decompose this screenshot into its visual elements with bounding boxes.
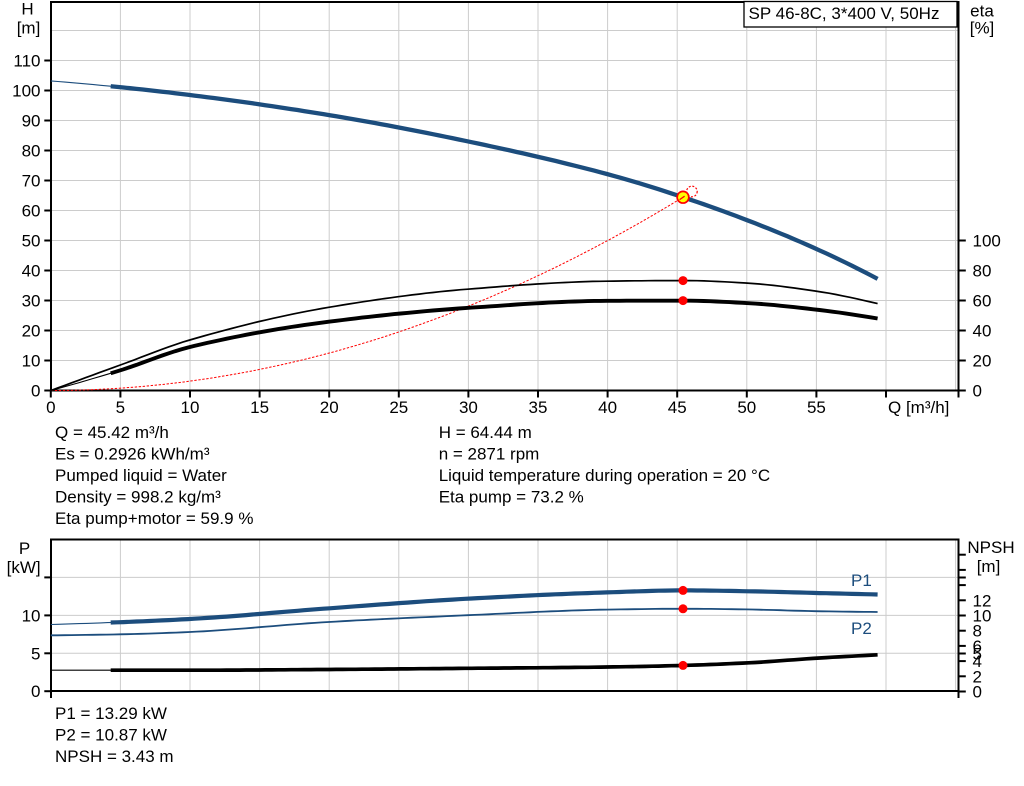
svg-text:5: 5 — [31, 644, 40, 663]
svg-text:4: 4 — [973, 652, 982, 671]
svg-text:25: 25 — [389, 398, 408, 417]
svg-text:0: 0 — [973, 382, 982, 401]
svg-text:55: 55 — [807, 398, 826, 417]
svg-text:0: 0 — [31, 382, 40, 401]
svg-text:Es = 0.2926 kWh/m³: Es = 0.2926 kWh/m³ — [55, 445, 210, 464]
svg-text:100: 100 — [12, 82, 40, 101]
svg-text:40: 40 — [22, 262, 41, 281]
svg-text:H: H — [21, 0, 33, 19]
svg-text:30: 30 — [459, 398, 478, 417]
svg-text:90: 90 — [22, 112, 41, 131]
svg-text:50: 50 — [22, 232, 41, 251]
svg-text:Q [m³/h]: Q [m³/h] — [888, 398, 949, 417]
svg-text:[%]: [%] — [970, 19, 995, 38]
svg-text:H = 64.44 m: H = 64.44 m — [439, 423, 532, 442]
svg-text:[m]: [m] — [977, 557, 1001, 576]
svg-text:Eta pump = 73.2 %: Eta pump = 73.2 % — [439, 488, 584, 507]
svg-text:Eta pump+motor = 59.9 %: Eta pump+motor = 59.9 % — [55, 509, 253, 528]
svg-text:40: 40 — [973, 322, 992, 341]
svg-text:P: P — [19, 539, 30, 558]
svg-text:80: 80 — [22, 142, 41, 161]
svg-text:NPSH = 3.43 m: NPSH = 3.43 m — [55, 747, 174, 766]
svg-text:40: 40 — [598, 398, 617, 417]
svg-text:n = 2871 rpm: n = 2871 rpm — [439, 445, 540, 464]
svg-text:10: 10 — [973, 607, 992, 626]
svg-text:60: 60 — [973, 292, 992, 311]
svg-text:110: 110 — [13, 52, 40, 71]
svg-text:6: 6 — [973, 637, 982, 656]
svg-text:Density = 998.2 kg/m³: Density = 998.2 kg/m³ — [55, 488, 221, 507]
svg-text:2: 2 — [973, 667, 982, 686]
svg-text:5: 5 — [973, 645, 982, 664]
svg-text:P2 = 10.87 kW: P2 = 10.87 kW — [55, 726, 167, 745]
svg-text:SP 46-8C, 3*400 V, 50Hz: SP 46-8C, 3*400 V, 50Hz — [749, 4, 940, 23]
svg-text:30: 30 — [22, 292, 41, 311]
svg-text:0: 0 — [973, 683, 982, 702]
svg-text:80: 80 — [973, 262, 992, 281]
svg-text:0: 0 — [46, 398, 55, 417]
svg-text:[m]: [m] — [17, 19, 41, 38]
svg-text:P1: P1 — [851, 571, 872, 590]
svg-text:eta: eta — [970, 2, 994, 21]
svg-text:20: 20 — [22, 322, 41, 341]
svg-text:45: 45 — [668, 398, 687, 417]
svg-text:15: 15 — [250, 398, 269, 417]
svg-text:70: 70 — [22, 172, 41, 191]
svg-text:50: 50 — [737, 398, 756, 417]
svg-text:[kW]: [kW] — [7, 558, 41, 577]
svg-text:20: 20 — [973, 352, 992, 371]
svg-text:NPSH: NPSH — [967, 538, 1014, 557]
svg-text:0: 0 — [31, 682, 40, 701]
svg-text:12: 12 — [973, 591, 992, 610]
svg-text:P1 = 13.29 kW: P1 = 13.29 kW — [55, 704, 167, 723]
svg-text:8: 8 — [973, 622, 982, 641]
svg-text:Liquid temperature during oper: Liquid temperature during operation = 20… — [439, 466, 770, 485]
svg-text:10: 10 — [181, 398, 200, 417]
svg-text:10: 10 — [22, 606, 41, 625]
svg-text:P2: P2 — [851, 619, 872, 638]
svg-text:60: 60 — [22, 202, 41, 221]
svg-text:Q = 45.42 m³/h: Q = 45.42 m³/h — [55, 423, 169, 442]
svg-text:20: 20 — [320, 398, 339, 417]
svg-text:10: 10 — [22, 352, 41, 371]
svg-text:5: 5 — [116, 398, 125, 417]
svg-text:100: 100 — [973, 232, 1001, 251]
svg-text:35: 35 — [529, 398, 548, 417]
svg-text:Pumped liquid = Water: Pumped liquid = Water — [55, 466, 227, 485]
